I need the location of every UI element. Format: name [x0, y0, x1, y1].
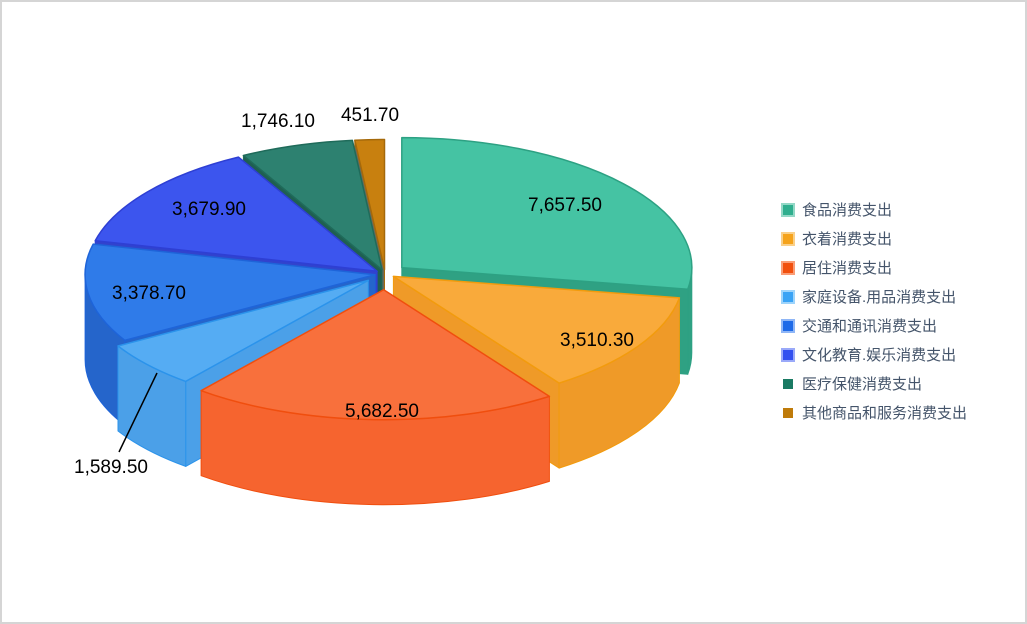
legend-swatch-1 [781, 231, 795, 246]
slice-value-label-5: 3,679.90 [172, 199, 246, 220]
legend-label-2: 居住消费支出 [802, 260, 893, 277]
legend-label-7: 其他商品和服务消费支出 [802, 405, 968, 422]
legend-swatch-5 [781, 347, 795, 362]
legend-label-5: 文化教育.娱乐消费支出 [802, 347, 957, 364]
legend-label-6: 医疗保健消费支出 [802, 376, 923, 393]
legend-swatch-4 [781, 318, 795, 333]
legend-swatch-7 [783, 407, 793, 418]
slice-value-label-7: 451.70 [341, 105, 399, 126]
legend-item-3[interactable]: 家庭设备.用品消费支出 [781, 282, 967, 311]
legend-label-4: 交通和通讯消费支出 [802, 318, 938, 335]
legend-label-1: 衣着消费支出 [802, 231, 893, 248]
legend-item-6[interactable]: 医疗保健消费支出 [781, 369, 967, 398]
label-leader-line-3 [118, 372, 158, 453]
slice-value-label-6: 1,746.10 [241, 111, 315, 132]
legend-item-2[interactable]: 居住消费支出 [781, 253, 967, 282]
legend-swatch-3 [781, 289, 795, 304]
slice-value-label-0: 7,657.50 [528, 195, 602, 216]
legend-swatch-2 [781, 260, 795, 275]
pie-slice-2[interactable] [200, 288, 551, 506]
legend-item-1[interactable]: 衣着消费支出 [781, 224, 967, 253]
legend-item-4[interactable]: 交通和通讯消费支出 [781, 311, 967, 340]
legend: 食品消费支出 衣着消费支出 居住消费支出家庭设备.用品消费支出 交通和通讯消费支出文化… [781, 195, 967, 427]
legend-label-0: 食品消费支出 [802, 202, 893, 219]
slice-value-label-4: 3,378.70 [112, 283, 186, 304]
legend-label-3: 家庭设备.用品消费支出 [802, 289, 957, 306]
legend-item-0[interactable]: 食品消费支出 [781, 195, 967, 224]
slice-value-label-1: 3,510.30 [560, 330, 634, 351]
legend-swatch-0 [781, 202, 795, 217]
legend-swatch-6 [783, 378, 793, 389]
slice-value-label-2: 5,682.50 [345, 401, 419, 422]
legend-item-5[interactable]: 文化教育.娱乐消费支出 [781, 340, 967, 369]
legend-item-7[interactable]: 其他商品和服务消费支出 [781, 398, 967, 427]
slice-value-label-3: 1,589.50 [74, 457, 148, 478]
